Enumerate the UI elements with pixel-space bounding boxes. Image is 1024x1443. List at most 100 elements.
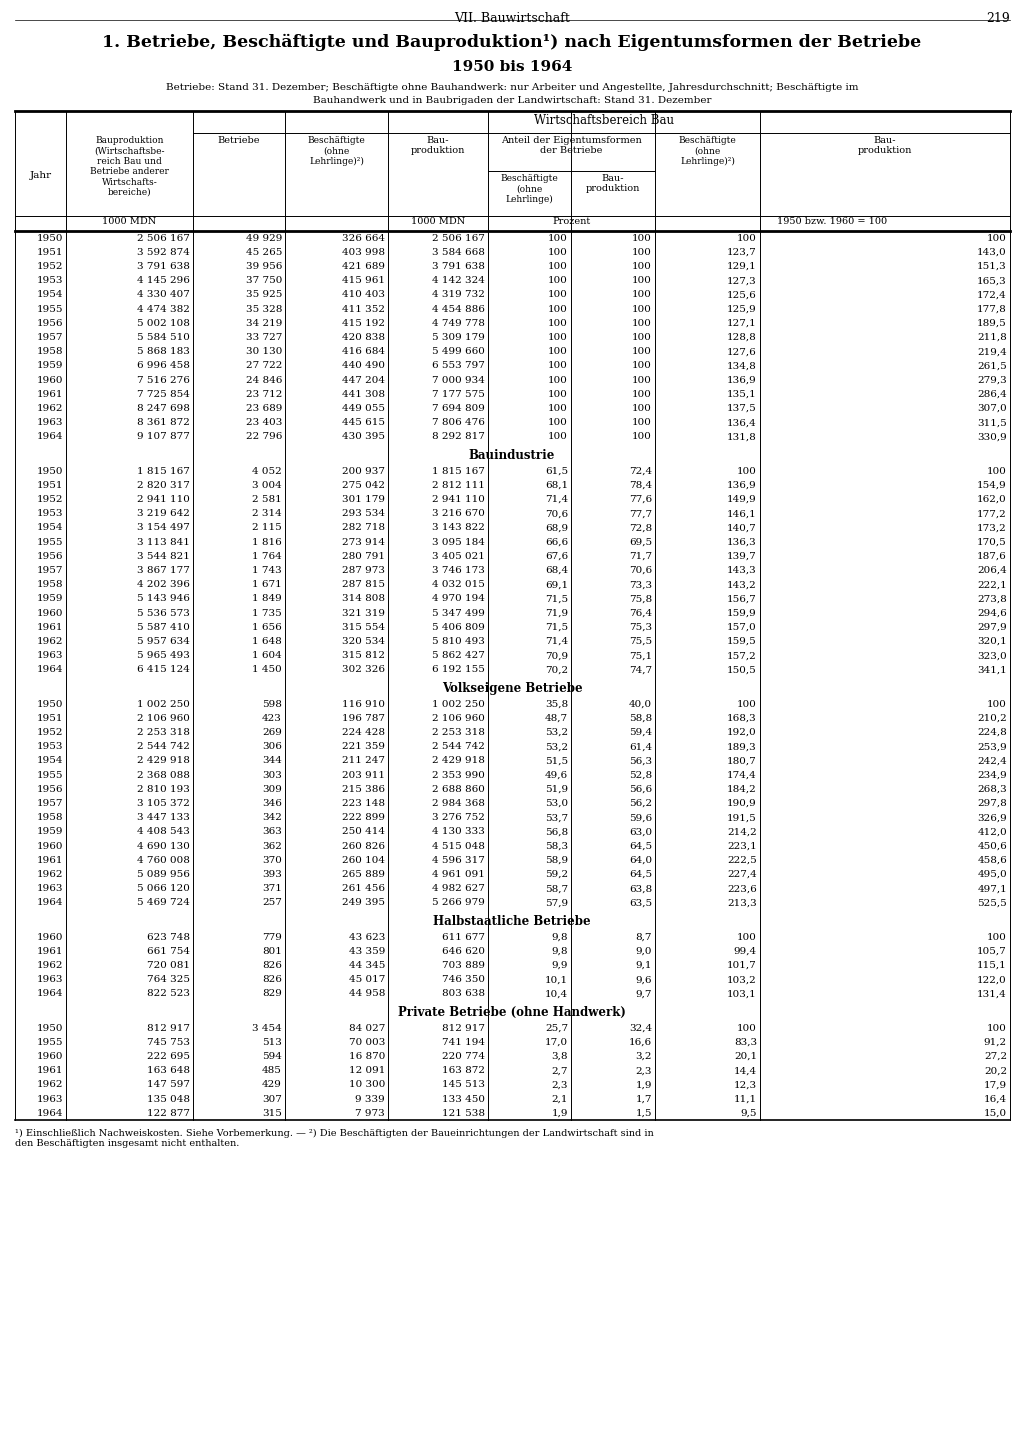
Text: 2 810 193: 2 810 193: [137, 785, 190, 794]
Text: 4 454 886: 4 454 886: [432, 304, 485, 313]
Text: 260 104: 260 104: [342, 856, 385, 864]
Text: 497,1: 497,1: [977, 885, 1007, 893]
Text: 9,7: 9,7: [636, 990, 652, 999]
Text: 2 106 960: 2 106 960: [137, 714, 190, 723]
Text: 15,0: 15,0: [984, 1108, 1007, 1118]
Text: 9 339: 9 339: [355, 1095, 385, 1104]
Text: 100: 100: [548, 390, 568, 398]
Text: 100: 100: [548, 319, 568, 328]
Text: 75,3: 75,3: [629, 623, 652, 632]
Text: 72,4: 72,4: [629, 466, 652, 476]
Text: 3 143 822: 3 143 822: [432, 524, 485, 532]
Text: 1963: 1963: [37, 975, 63, 984]
Text: 224 428: 224 428: [342, 729, 385, 737]
Text: Wirtschaftsbereich Bau: Wirtschaftsbereich Bau: [535, 114, 675, 127]
Text: 1956: 1956: [37, 551, 63, 561]
Text: Beschäftigte
(ohne
Lehrlinge)²): Beschäftigte (ohne Lehrlinge)²): [307, 136, 366, 166]
Text: Private Betriebe (ohne Handwerk): Private Betriebe (ohne Handwerk): [398, 1006, 626, 1019]
Text: 122,0: 122,0: [977, 975, 1007, 984]
Text: 2 106 960: 2 106 960: [432, 714, 485, 723]
Text: 1960: 1960: [37, 609, 63, 618]
Text: 213,3: 213,3: [727, 899, 757, 908]
Text: 100: 100: [548, 263, 568, 271]
Text: 103,1: 103,1: [727, 990, 757, 999]
Text: 1952: 1952: [37, 495, 63, 504]
Text: 279,3: 279,3: [977, 375, 1007, 385]
Text: 51,5: 51,5: [545, 756, 568, 765]
Text: 211,8: 211,8: [977, 333, 1007, 342]
Text: 646 620: 646 620: [442, 947, 485, 955]
Text: 764 325: 764 325: [147, 975, 190, 984]
Text: 458,6: 458,6: [977, 856, 1007, 864]
Text: 1953: 1953: [37, 276, 63, 286]
Text: 27 722: 27 722: [246, 361, 282, 371]
Text: 249 395: 249 395: [342, 899, 385, 908]
Text: 100: 100: [987, 234, 1007, 242]
Text: 441 308: 441 308: [342, 390, 385, 398]
Text: 7 694 809: 7 694 809: [432, 404, 485, 413]
Text: 410 403: 410 403: [342, 290, 385, 299]
Text: VII. Bauwirtschaft: VII. Bauwirtschaft: [454, 12, 570, 25]
Text: 162,0: 162,0: [977, 495, 1007, 504]
Text: 116 910: 116 910: [342, 700, 385, 709]
Text: Beschäftigte
(ohne
Lehrlinge)²): Beschäftigte (ohne Lehrlinge)²): [679, 136, 736, 166]
Text: 61,4: 61,4: [629, 742, 652, 752]
Text: 321 319: 321 319: [342, 609, 385, 618]
Text: 1956: 1956: [37, 785, 63, 794]
Text: 68,4: 68,4: [545, 566, 568, 574]
Text: 2,3: 2,3: [552, 1081, 568, 1089]
Text: 2 544 742: 2 544 742: [137, 742, 190, 752]
Text: 53,7: 53,7: [545, 814, 568, 823]
Text: 1951: 1951: [37, 714, 63, 723]
Text: 423: 423: [262, 714, 282, 723]
Text: 136,9: 136,9: [727, 375, 757, 385]
Text: 143,3: 143,3: [727, 566, 757, 574]
Text: Volkseigene Betriebe: Volkseigene Betriebe: [441, 683, 583, 696]
Text: 4 690 130: 4 690 130: [137, 841, 190, 850]
Text: 1958: 1958: [37, 814, 63, 823]
Text: 56,3: 56,3: [629, 756, 652, 765]
Text: 133 450: 133 450: [442, 1095, 485, 1104]
Text: 3 454: 3 454: [252, 1023, 282, 1033]
Text: Jahr: Jahr: [30, 172, 51, 180]
Text: 297,9: 297,9: [977, 623, 1007, 632]
Text: 3 791 638: 3 791 638: [432, 263, 485, 271]
Text: 450,6: 450,6: [977, 841, 1007, 850]
Text: 4 596 317: 4 596 317: [432, 856, 485, 864]
Text: 326 664: 326 664: [342, 234, 385, 242]
Text: 8 247 698: 8 247 698: [137, 404, 190, 413]
Text: 320,1: 320,1: [977, 636, 1007, 646]
Text: 20,1: 20,1: [734, 1052, 757, 1061]
Text: 45 265: 45 265: [246, 248, 282, 257]
Text: 415 961: 415 961: [342, 276, 385, 286]
Text: 45 017: 45 017: [348, 975, 385, 984]
Text: 363: 363: [262, 827, 282, 837]
Text: 812 917: 812 917: [442, 1023, 485, 1033]
Text: 5 587 410: 5 587 410: [137, 623, 190, 632]
Text: 7 516 276: 7 516 276: [137, 375, 190, 385]
Text: 5 406 809: 5 406 809: [432, 623, 485, 632]
Text: 5 536 573: 5 536 573: [137, 609, 190, 618]
Text: 1950 bis 1964: 1950 bis 1964: [452, 61, 572, 74]
Text: 1952: 1952: [37, 263, 63, 271]
Text: 822 523: 822 523: [147, 990, 190, 999]
Text: 100: 100: [548, 304, 568, 313]
Text: 4 319 732: 4 319 732: [432, 290, 485, 299]
Text: 293 534: 293 534: [342, 509, 385, 518]
Text: 2 688 860: 2 688 860: [432, 785, 485, 794]
Text: 746 350: 746 350: [442, 975, 485, 984]
Text: 286,4: 286,4: [977, 390, 1007, 398]
Text: 68,1: 68,1: [545, 481, 568, 489]
Text: 200 937: 200 937: [342, 466, 385, 476]
Text: 100: 100: [632, 290, 652, 299]
Text: 163 872: 163 872: [442, 1066, 485, 1075]
Text: 10,1: 10,1: [545, 975, 568, 984]
Text: 253,9: 253,9: [977, 742, 1007, 752]
Text: 3 544 821: 3 544 821: [137, 551, 190, 561]
Text: 49,6: 49,6: [545, 771, 568, 779]
Text: Prozent: Prozent: [552, 216, 591, 227]
Text: 100: 100: [632, 404, 652, 413]
Text: 44 958: 44 958: [348, 990, 385, 999]
Text: 449 055: 449 055: [342, 404, 385, 413]
Text: 242,4: 242,4: [977, 756, 1007, 765]
